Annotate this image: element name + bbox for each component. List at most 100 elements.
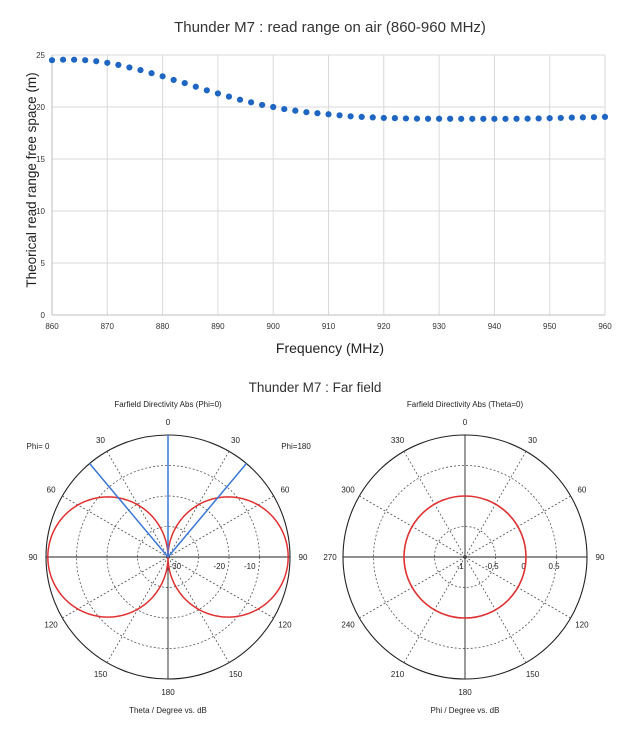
side-label-left: Phi= 0 xyxy=(27,442,50,451)
beam-line xyxy=(167,463,247,558)
angle-label: 150 xyxy=(94,670,108,679)
data-point xyxy=(259,101,266,109)
angle-label: 90 xyxy=(299,553,308,562)
angle-label: 0 xyxy=(463,418,468,427)
beam-line xyxy=(89,463,169,558)
angle-label: 90 xyxy=(596,553,605,562)
x-tick-label: 890 xyxy=(211,322,225,331)
polar-spoke xyxy=(167,495,274,558)
polar-spoke xyxy=(62,556,169,619)
data-point xyxy=(513,115,520,122)
far-field-section: Thunder M7 : Far field Farfield Directiv… xyxy=(27,380,605,715)
radial-label: -20 xyxy=(213,562,225,571)
data-point xyxy=(480,115,487,122)
data-point xyxy=(115,61,122,68)
data-point xyxy=(546,115,553,122)
angle-label: 60 xyxy=(577,486,586,495)
angle-label: 240 xyxy=(341,621,355,630)
x-axis-label: Frequency (MHz) xyxy=(276,340,384,356)
y-axis-ticks: 0 5 10 15 20 25 xyxy=(36,51,45,320)
data-point xyxy=(203,87,210,94)
angle-label: 60 xyxy=(280,486,289,495)
x-tick-label: 870 xyxy=(101,322,115,331)
angle-label: 30 xyxy=(96,436,105,445)
polar-spoke xyxy=(167,556,274,619)
x-tick-label: 880 xyxy=(156,322,170,331)
data-point xyxy=(535,115,542,122)
angle-label: 270 xyxy=(323,553,337,562)
data-point xyxy=(270,103,277,111)
data-point xyxy=(126,64,133,71)
data-point xyxy=(601,113,609,120)
data-point xyxy=(137,66,144,74)
data-point xyxy=(314,110,321,117)
data-point xyxy=(524,115,531,122)
data-point xyxy=(502,115,509,122)
data-point xyxy=(447,115,454,122)
y-tick-label: 5 xyxy=(41,259,46,268)
data-point xyxy=(491,115,498,122)
angle-label: 150 xyxy=(526,670,540,679)
data-point xyxy=(159,73,166,80)
data-point xyxy=(458,115,465,122)
angle-label: 90 xyxy=(29,553,38,562)
y-tick-label: 10 xyxy=(36,207,45,216)
data-point xyxy=(402,115,410,122)
angle-label: 210 xyxy=(391,670,405,679)
angle-label: 300 xyxy=(341,486,355,495)
data-point xyxy=(347,113,354,120)
data-point xyxy=(82,57,89,64)
far-field-title: Thunder M7 : Far field xyxy=(249,380,382,395)
polar-title: Farfield Directivity Abs (Phi=0) xyxy=(114,400,222,409)
angle-label: 120 xyxy=(575,621,589,630)
data-point xyxy=(325,111,332,118)
angle-label: 150 xyxy=(229,670,243,679)
polar-chart-theta0: Farfield Directivity Abs (Theta=0) Phi / … xyxy=(323,400,605,715)
data-series xyxy=(48,56,609,122)
chart-grid xyxy=(51,54,606,316)
data-point xyxy=(579,114,586,121)
data-point xyxy=(281,105,288,113)
data-point xyxy=(413,115,421,122)
data-point xyxy=(148,70,155,77)
radial-label: 0 xyxy=(521,562,526,571)
angle-label: 180 xyxy=(161,688,175,697)
x-tick-label: 940 xyxy=(488,322,502,331)
angle-label: 60 xyxy=(47,486,56,495)
angle-label: 180 xyxy=(458,688,472,697)
angle-label: 120 xyxy=(44,621,58,630)
y-tick-label: 25 xyxy=(36,51,45,60)
data-point xyxy=(336,112,343,119)
polar-axis-label: Theta / Degree vs. dB xyxy=(129,706,207,715)
x-tick-label: 920 xyxy=(377,322,391,331)
x-tick-label: 950 xyxy=(543,322,557,331)
x-tick-label: 900 xyxy=(267,322,281,331)
y-tick-label: 0 xyxy=(41,311,46,320)
radial-label: 0.5 xyxy=(548,562,560,571)
radial-label: -1 xyxy=(457,562,465,571)
data-point xyxy=(424,115,432,122)
data-point xyxy=(181,79,188,87)
data-point xyxy=(225,93,233,100)
radiation-circle xyxy=(403,495,527,619)
x-tick-label: 930 xyxy=(432,322,446,331)
radial-label: -30 xyxy=(170,562,182,571)
chart-title: Thunder M7 : read range on air (860-960 … xyxy=(174,19,486,36)
polar-spoke xyxy=(62,495,169,558)
data-point xyxy=(380,114,387,122)
data-point xyxy=(71,56,78,63)
read-range-chart: Thunder M7 : read range on air (860-960 … xyxy=(24,19,612,356)
y-tick-label: 20 xyxy=(36,103,45,112)
x-tick-label: 910 xyxy=(322,322,336,331)
data-point xyxy=(369,114,376,121)
polar-chart-phi0: Farfield Directivity Abs (Phi=0) Theta / … xyxy=(27,400,312,715)
polar-title: Farfield Directivity Abs (Theta=0) xyxy=(407,400,524,409)
angle-label: 30 xyxy=(528,436,537,445)
x-tick-label: 860 xyxy=(45,322,59,331)
radial-label: -0.5 xyxy=(485,562,499,571)
angle-label: 120 xyxy=(278,621,292,630)
angle-label: 30 xyxy=(231,436,240,445)
data-point xyxy=(358,113,365,120)
angle-label: 0 xyxy=(166,418,171,427)
data-point xyxy=(48,57,56,64)
